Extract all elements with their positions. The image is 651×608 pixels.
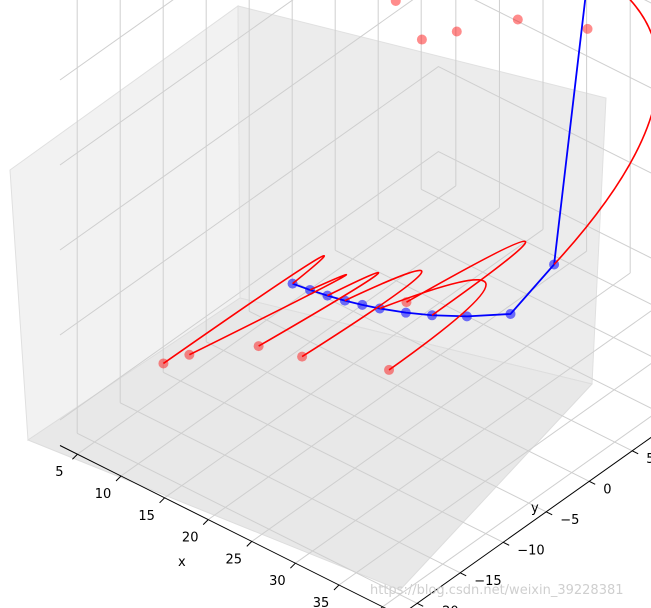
red-point [297,351,308,362]
red-arc [553,0,651,265]
x-axis-line [59,445,387,608]
red-arc [301,269,423,358]
floor-grid-y [248,310,590,482]
x-tick-mark [333,584,340,591]
wall-grid-z [59,151,651,421]
red-point [158,358,169,369]
red-arc [188,273,348,356]
data-layer [158,0,651,375]
wall-grid-z [59,66,651,336]
blue-point [461,311,472,322]
y-tick-label: −15 [474,574,501,589]
x-tick-mark [246,541,253,547]
floor-grid-y [334,249,651,409]
floor-grid-y [76,432,418,604]
red-point [401,297,412,308]
y-tick-label: −5 [560,513,579,528]
axes: 510152025303540−20−15−10−505101520010002… [55,436,651,608]
x-tick-label: 25 [226,552,243,567]
red-point [582,23,593,34]
red-point [451,26,462,37]
x-tick-label: 20 [182,531,199,546]
floor-grid-y [119,402,461,574]
floor-grid-y [205,341,547,513]
floor-grid-y [420,188,651,305]
x-tick-label: 35 [313,596,330,608]
x-tick-mark [159,497,165,504]
x-tick-mark [202,519,209,525]
red-point [512,14,523,25]
y-tick-mark [631,450,639,455]
y-tick-label: 5 [646,452,651,467]
axes-panes [9,5,607,591]
wall-grid-z [59,0,651,166]
floor-grid-y [291,280,633,452]
y-tick-label: 0 [603,482,611,497]
red-point [184,349,195,360]
y-axis-label: y [531,501,539,516]
blue-point [400,307,411,318]
x-tick-label: 30 [269,574,286,589]
floor-grid-y [162,371,504,543]
x-tick-label: 15 [138,509,155,524]
y-tick-mark [416,602,424,607]
x-axis-label: x [178,555,186,570]
y-tick-label: −10 [517,543,544,558]
red-point [384,364,395,375]
x-tick-label: 10 [95,487,112,502]
red-arc [258,271,380,347]
x-tick-label: 5 [55,465,63,480]
y-tick-mark [588,480,596,485]
x-tick-mark [290,562,296,569]
x-tick-mark [115,475,122,482]
y-tick-mark [502,541,510,546]
wall-grid-z [59,0,651,251]
red-arc [162,255,326,365]
red-arc [379,278,487,371]
watermark: https://blog.csdn.net/weixin_39228381 [370,583,624,598]
floor [26,297,593,591]
red-point [416,34,427,45]
red-point [390,0,401,6]
blue-point [505,308,516,319]
y-tick-mark [545,511,553,516]
grid-lines [59,0,651,608]
y-tick-mark [459,572,467,577]
red-arc [406,240,527,316]
red-point [253,341,264,352]
blue-point [357,299,368,310]
floor-grid-y [377,219,651,357]
x-tick-mark [72,453,78,460]
y-tick-label: −20 [431,604,458,608]
